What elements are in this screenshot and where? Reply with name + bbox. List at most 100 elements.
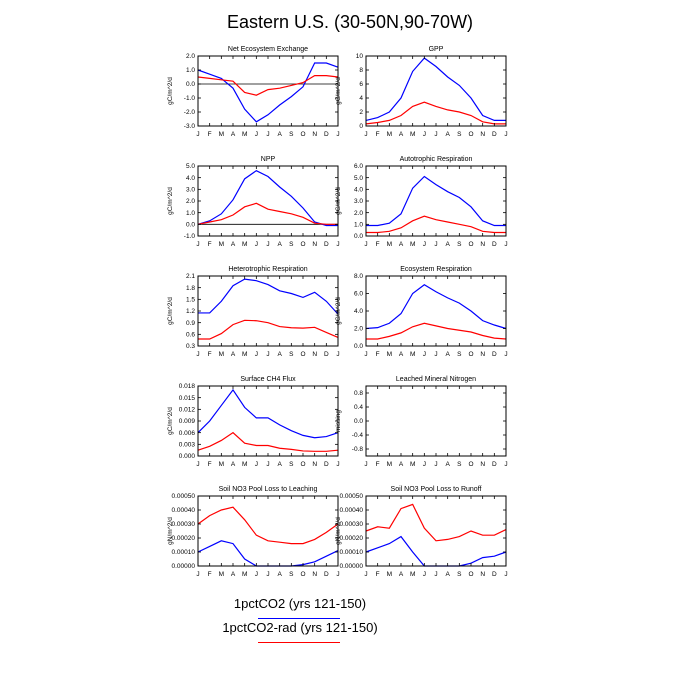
y-tick-label: 0.00020 — [340, 535, 364, 542]
x-tick-label: J — [266, 241, 269, 248]
panel-title-npp: NPP — [261, 156, 276, 163]
legend-label-1pctco2: 1pctCO2 (yrs 121-150) — [233, 596, 367, 611]
legend-line-1pctco2-rad — [258, 642, 340, 643]
y-tick-label: 0.00010 — [172, 549, 196, 556]
x-tick-label: N — [480, 351, 485, 358]
y-tick-label: 0.9 — [186, 320, 195, 327]
x-tick-label: D — [492, 241, 497, 248]
series-line-gpp-1pctco2 — [365, 57, 506, 122]
x-tick-label: N — [312, 571, 317, 578]
x-tick-label: J — [266, 131, 269, 138]
x-tick-label: D — [492, 461, 497, 468]
y-tick-label: 0.6 — [186, 332, 195, 339]
x-tick-label: M — [219, 571, 224, 578]
y-tick-label: 0.00000 — [172, 563, 196, 570]
x-tick-label: A — [445, 461, 450, 468]
panel-title-autotrophic-respiration: Autotrophic Respiration — [400, 156, 473, 163]
x-tick-label: O — [300, 571, 305, 578]
x-tick-label: O — [300, 131, 305, 138]
x-tick-label: J — [336, 571, 339, 578]
legend-line-1pctco2 — [258, 618, 340, 619]
x-tick-label: A — [399, 131, 404, 138]
x-tick-label: A — [231, 571, 236, 578]
figure-title: Eastern U.S. (30-50N,90-70W) — [226, 12, 474, 32]
x-tick-label: J — [423, 351, 426, 358]
x-tick-label: F — [208, 131, 212, 138]
x-tick-label: M — [242, 131, 247, 138]
y-tick-label: 0.4 — [354, 404, 363, 411]
y-tick-label: 0.00000 — [340, 563, 364, 570]
y-tick-label: 0.0 — [186, 222, 195, 229]
y-tick-label: 0.00040 — [340, 507, 364, 514]
y-tick-label: 4.0 — [186, 175, 195, 182]
y-tick-label: 0.000 — [179, 453, 196, 460]
y-tick-label: 6.0 — [354, 163, 363, 170]
x-tick-label: D — [324, 461, 329, 468]
x-tick-label: O — [300, 461, 305, 468]
y-tick-label: 1.8 — [186, 285, 195, 292]
y-tick-label: 1.0 — [354, 222, 363, 229]
x-tick-label: J — [504, 131, 507, 138]
x-tick-label: M — [387, 241, 392, 248]
x-tick-label: S — [457, 241, 462, 248]
y-tick-label: 3.0 — [186, 187, 195, 194]
x-tick-label: O — [468, 351, 473, 358]
x-tick-label: S — [289, 131, 294, 138]
x-tick-label: J — [434, 241, 437, 248]
x-tick-label: J — [364, 241, 367, 248]
y-axis-label-soil-no3-pool-loss-to-leaching: gN/m^2/d — [167, 517, 174, 545]
x-tick-label: J — [336, 461, 339, 468]
series-line-ecosystem-respiration-1pctco2-rad — [366, 322, 507, 340]
y-tick-label: 0.00020 — [172, 535, 196, 542]
x-tick-label: M — [410, 241, 415, 248]
y-tick-label: 5.0 — [186, 163, 195, 170]
x-tick-label: J — [364, 571, 367, 578]
x-tick-label: D — [492, 571, 497, 578]
x-tick-label: J — [255, 131, 258, 138]
y-tick-label: 8.0 — [354, 273, 363, 280]
x-tick-label: M — [242, 571, 247, 578]
x-tick-label: S — [457, 571, 462, 578]
y-tick-label: 0.0 — [354, 418, 363, 425]
y-axis-label-npp: gC/m^2/d — [167, 187, 174, 215]
x-tick-label: A — [399, 461, 404, 468]
y-tick-label: 0.00040 — [172, 507, 196, 514]
y-tick-label: 2.0 — [186, 53, 195, 60]
series-line-net-ecosystem-exchange-1pctco2 — [197, 62, 339, 123]
x-tick-label: J — [255, 461, 258, 468]
y-tick-label: 4 — [359, 95, 363, 102]
x-tick-label: N — [480, 241, 485, 248]
x-tick-label: A — [277, 131, 282, 138]
x-tick-label: A — [277, 241, 282, 248]
x-tick-label: A — [231, 461, 236, 468]
series-line-gpp-1pctco2-rad — [365, 101, 506, 125]
y-axis-label-heterotrophic-respiration: gC/m^2/d — [167, 297, 174, 325]
y-tick-label: 1.2 — [186, 308, 195, 315]
x-tick-label: J — [266, 571, 269, 578]
x-tick-label: J — [266, 351, 269, 358]
x-tick-label: J — [196, 461, 199, 468]
panel-title-surface-ch4-flux: Surface CH4 Flux — [240, 376, 296, 383]
y-tick-label: 0.00010 — [340, 549, 364, 556]
x-tick-label: J — [196, 351, 199, 358]
x-tick-label: M — [242, 351, 247, 358]
x-tick-label: M — [410, 571, 415, 578]
x-tick-label: M — [242, 241, 247, 248]
series-line-surface-ch4-flux-1pctco2 — [197, 388, 339, 439]
y-tick-label: 2 — [359, 109, 363, 116]
y-tick-label: 2.0 — [186, 198, 195, 205]
x-tick-label: S — [289, 571, 294, 578]
y-axis-label-ecosystem-respiration: gC/m^2/d — [335, 297, 342, 325]
x-tick-label: M — [410, 131, 415, 138]
x-tick-label: A — [445, 241, 450, 248]
x-tick-label: S — [289, 461, 294, 468]
series-line-net-ecosystem-exchange-1pctco2-rad — [197, 74, 339, 96]
x-tick-label: D — [324, 241, 329, 248]
x-tick-label: J — [504, 571, 507, 578]
x-tick-label: A — [445, 131, 450, 138]
x-tick-label: N — [480, 131, 485, 138]
x-tick-label: J — [255, 571, 258, 578]
y-axis-label-autotrophic-respiration: gC/m^2/d — [335, 187, 342, 215]
panel-frame-autotrophic-respiration — [365, 165, 507, 237]
